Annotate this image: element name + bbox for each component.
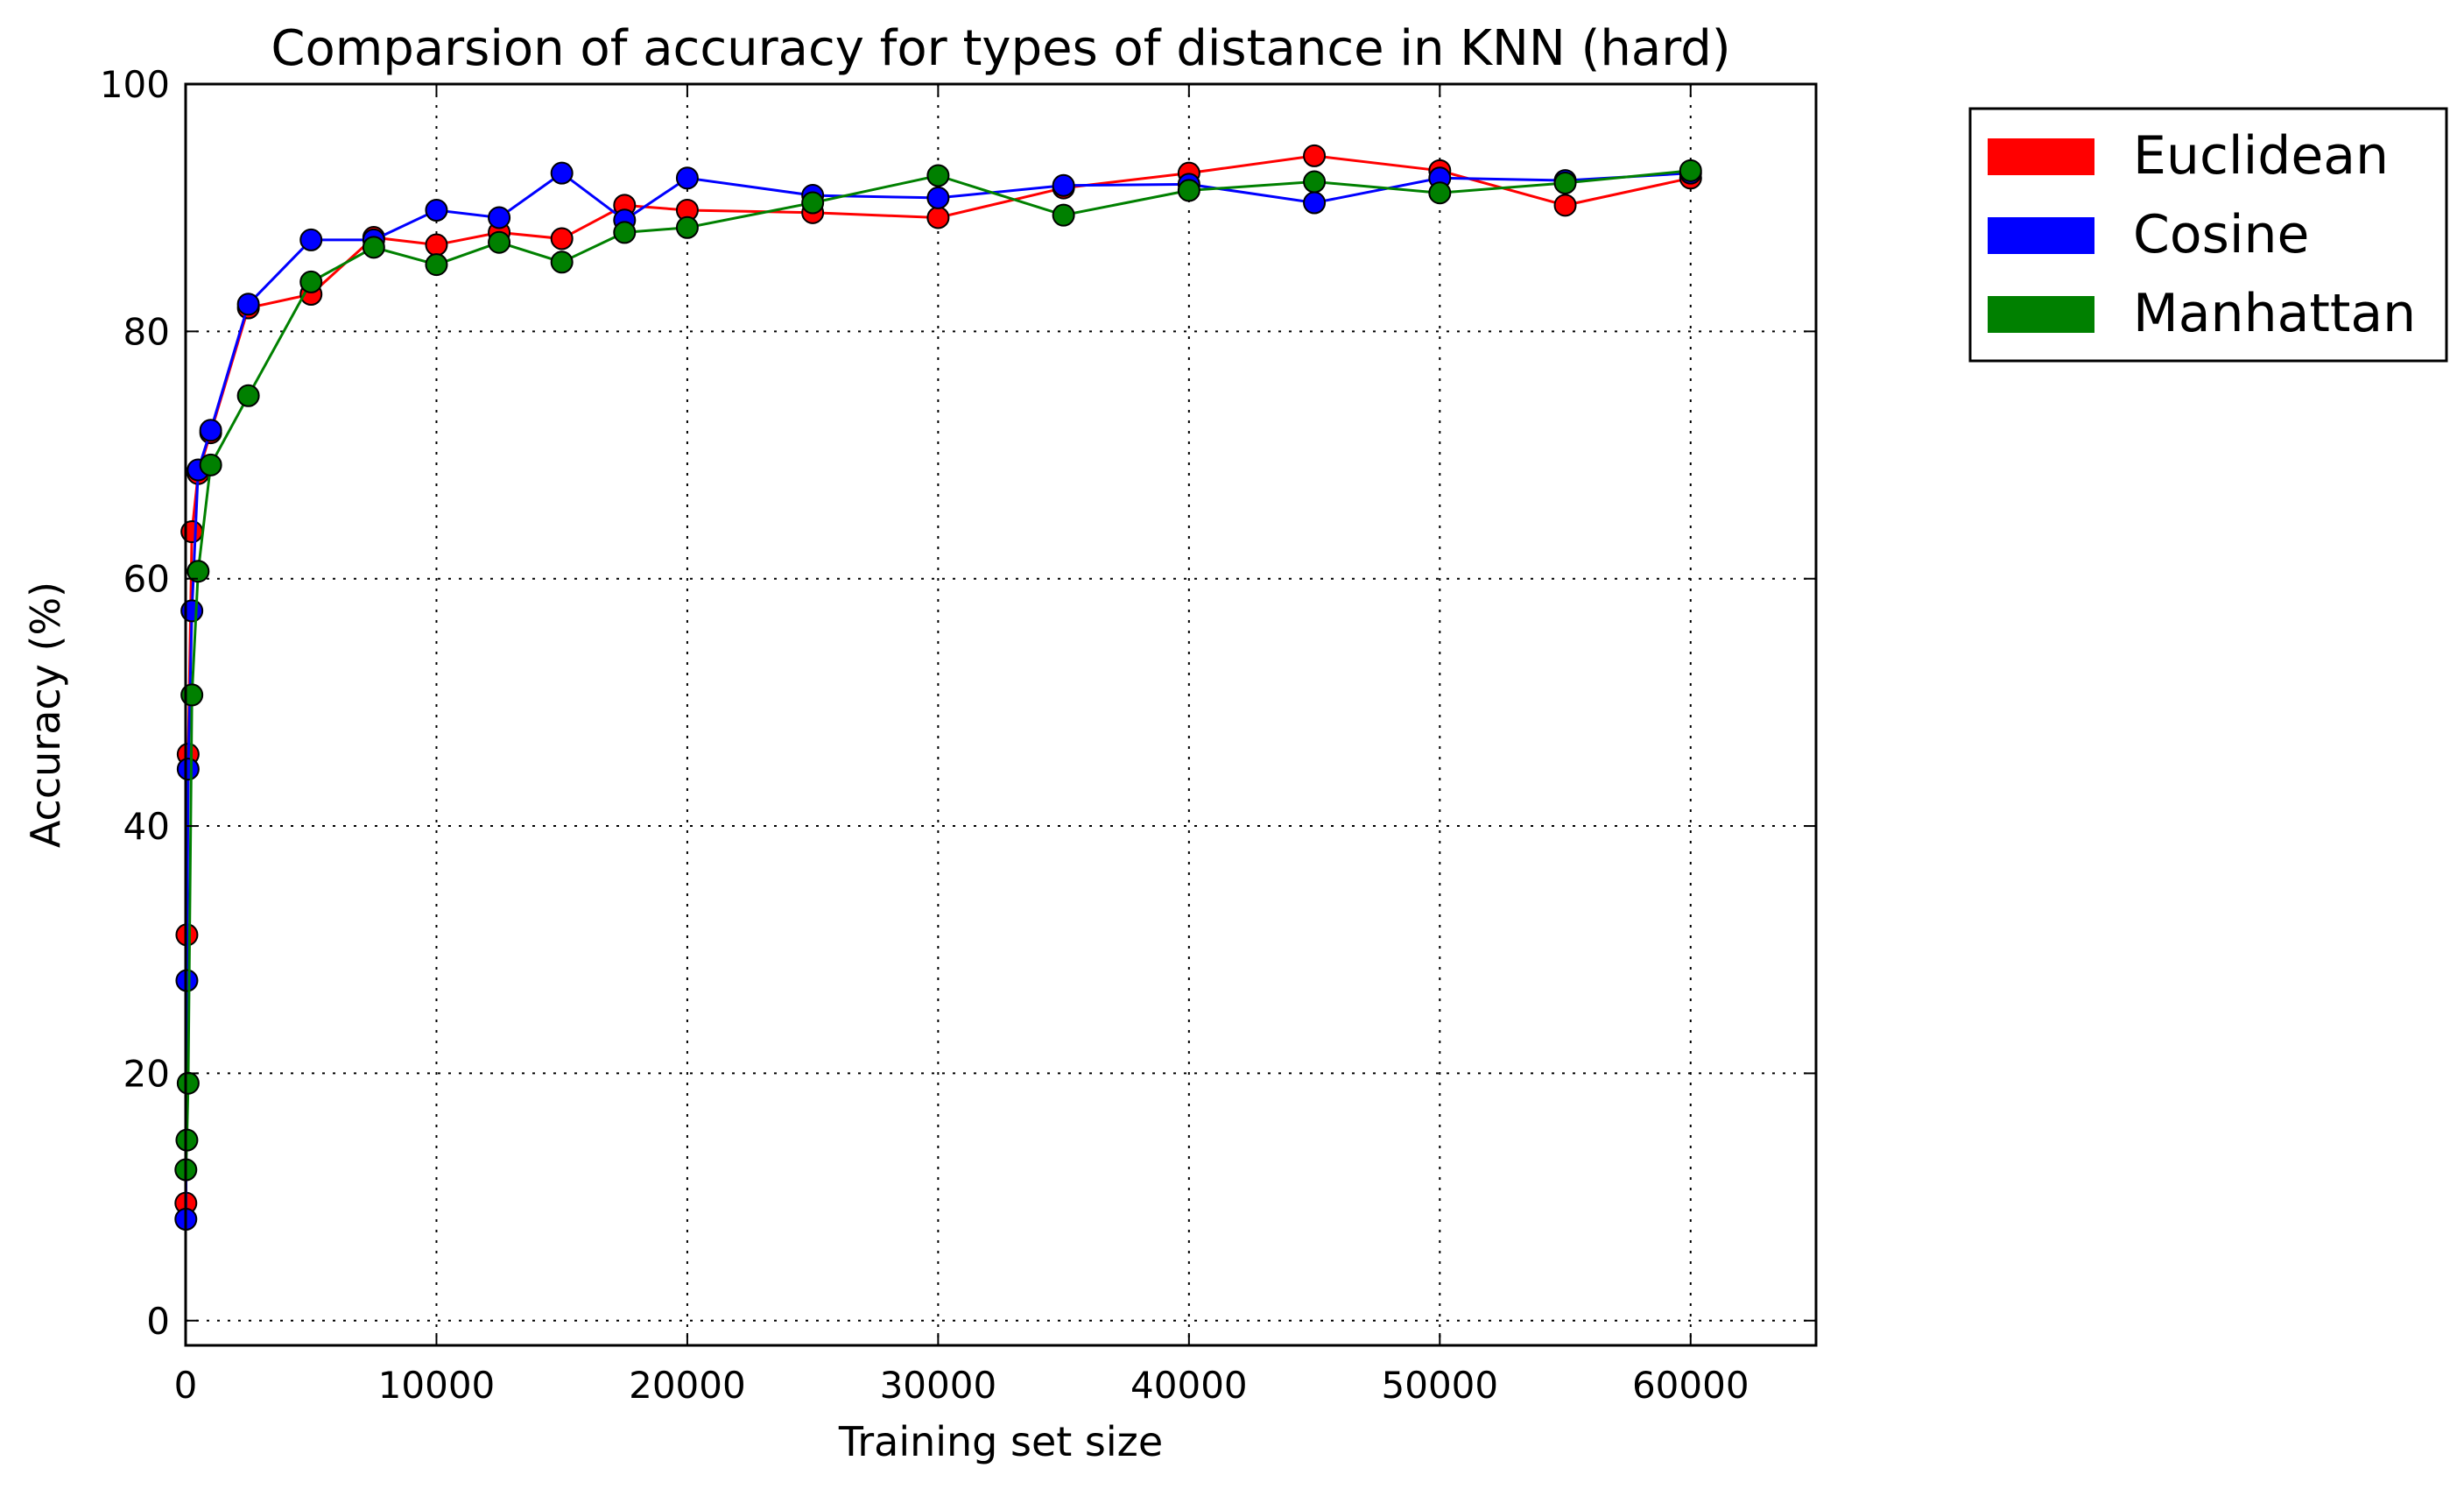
legend-label-euclidean: Euclidean	[2133, 125, 2389, 187]
legend-label-manhattan: Manhattan	[2133, 283, 2416, 344]
data-point-cosine	[1052, 173, 1075, 197]
series-layer	[174, 144, 1702, 1231]
data-point-cosine	[425, 199, 448, 222]
y-axis-title: Accuracy (%)	[22, 582, 69, 848]
data-point-manhattan	[1553, 171, 1577, 194]
y-tick-label: 20	[123, 1052, 170, 1095]
data-point-manhattan	[926, 164, 950, 187]
data-point-manhattan	[187, 560, 210, 583]
legend-swatch-cosine	[1988, 217, 2094, 254]
legend-label-cosine: Cosine	[2133, 204, 2309, 265]
data-point-cosine	[926, 186, 950, 209]
x-tick-label: 10000	[378, 1364, 496, 1407]
data-point-manhattan	[425, 253, 448, 277]
data-point-manhattan	[236, 384, 260, 407]
data-point-manhattan	[801, 191, 825, 215]
data-point-manhattan	[299, 270, 323, 293]
data-point-cosine	[176, 758, 200, 781]
data-point-cosine	[236, 293, 260, 316]
y-tick-label: 40	[123, 805, 170, 848]
data-point-manhattan	[176, 1071, 200, 1095]
x-tick-label: 30000	[880, 1364, 997, 1407]
x-tick-label: 20000	[629, 1364, 746, 1407]
data-point-cosine	[299, 228, 323, 251]
series-line-manhattan	[184, 169, 1691, 1170]
series-manhattan	[174, 159, 1702, 1182]
legend-swatch-manhattan	[1988, 296, 2094, 333]
data-point-manhattan	[1177, 179, 1200, 202]
data-point-euclidean	[1553, 194, 1577, 217]
data-point-manhattan	[675, 215, 699, 239]
data-point-cosine	[199, 419, 222, 442]
data-point-manhattan	[1303, 170, 1327, 194]
data-point-manhattan	[550, 251, 574, 274]
data-point-cosine	[1303, 191, 1327, 215]
data-point-euclidean	[550, 227, 574, 251]
data-point-euclidean	[425, 233, 448, 257]
chart-title: Comparsion of accuracy for types of dist…	[271, 20, 1730, 77]
data-point-cosine	[675, 166, 699, 190]
y-tick-label: 80	[123, 310, 170, 353]
x-tick-label: 60000	[1632, 1364, 1749, 1407]
data-point-manhattan	[362, 236, 385, 259]
tick-layer: 0 10000 20000 30000 40000 50000 60000 0 20 40 60 80…	[100, 63, 1816, 1407]
y-tick-label: 60	[123, 558, 170, 601]
data-point-euclidean	[926, 206, 950, 229]
data-point-manhattan	[613, 221, 637, 244]
legend: Euclidean Cosine Manhattan	[1968, 107, 2448, 363]
x-tick-label: 0	[174, 1364, 198, 1407]
data-point-manhattan	[1679, 159, 1702, 182]
data-point-euclidean	[1303, 144, 1327, 167]
plot-area-frame	[184, 82, 1818, 1347]
data-point-cosine	[550, 161, 574, 185]
legend-swatch-euclidean	[1988, 138, 2094, 175]
x-tick-label: 40000	[1130, 1364, 1248, 1407]
series-line-cosine	[184, 171, 1691, 1220]
data-point-manhattan	[488, 230, 511, 254]
y-tick-label: 0	[146, 1300, 170, 1343]
data-point-manhattan	[1052, 203, 1075, 227]
grid-layer	[185, 83, 1816, 1345]
y-tick-label: 100	[100, 63, 170, 106]
data-point-manhattan	[199, 453, 222, 476]
x-axis-title: Training set size	[838, 1418, 1163, 1465]
x-tick-label: 50000	[1382, 1364, 1499, 1407]
data-point-manhattan	[1428, 181, 1452, 205]
data-point-cosine	[488, 206, 511, 229]
series-line-euclidean	[184, 154, 1692, 1203]
